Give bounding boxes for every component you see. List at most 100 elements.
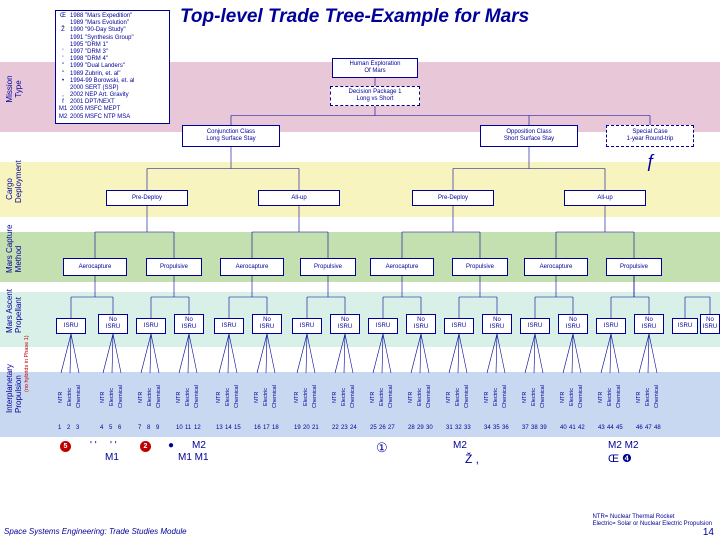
leaf-chemical: Chemical <box>502 373 509 421</box>
leaf-electric: Electric <box>263 373 270 421</box>
leaf-ntr: NTR <box>254 373 261 421</box>
page-title: Top-level Trade Tree-Example for Mars <box>180 6 529 28</box>
leaf-chemical: Chemical <box>194 373 201 421</box>
leaf-ntr: NTR <box>598 373 605 421</box>
leaf-chemical: Chemical <box>578 373 585 421</box>
leaf-chemical: Chemical <box>76 373 83 421</box>
leaf-electric: Electric <box>569 373 576 421</box>
leaf-electric: Electric <box>455 373 462 421</box>
leaf-ntr: NTR <box>216 373 223 421</box>
tree-node: Propulsive <box>606 258 662 276</box>
leaf-electric: Electric <box>417 373 424 421</box>
tree-node: No ISRU <box>98 314 128 334</box>
tree-node: ISRU <box>444 318 474 334</box>
leaf-ntr: NTR <box>370 373 377 421</box>
annotation-symbol: M2 <box>192 440 206 451</box>
leaf-electric: Electric <box>531 373 538 421</box>
tree-node: Aerocapture <box>220 258 284 276</box>
annotation-symbol: M1 <box>105 452 119 463</box>
tree-node: Conjunction Class Long Surface Stay <box>182 125 280 147</box>
leaf-chemical: Chemical <box>312 373 319 421</box>
hybrid-note: (no hybrids in Phase 1) <box>24 335 30 392</box>
leaf-chemical: Chemical <box>464 373 471 421</box>
leaf-electric: Electric <box>109 373 116 421</box>
annotation-symbol: Ž , <box>465 452 479 466</box>
leaf-ntr: NTR <box>100 373 107 421</box>
page-number: 14 <box>703 527 714 538</box>
tree-node: No ISRU <box>406 314 436 334</box>
tree-node: ISRU <box>368 318 398 334</box>
leaf-chemical: Chemical <box>118 373 125 421</box>
tree-node: Propulsive <box>300 258 356 276</box>
annotation-symbol: 5 <box>60 440 71 452</box>
leaf-ntr: NTR <box>446 373 453 421</box>
leaf-ntr: NTR <box>176 373 183 421</box>
leaf-electric: Electric <box>67 373 74 421</box>
leaf-electric: Electric <box>645 373 652 421</box>
tree-node: ISRU <box>520 318 550 334</box>
annotation-symbol: ' ' <box>90 440 97 451</box>
tree-node: Aerocapture <box>370 258 434 276</box>
leaf-electric: Electric <box>607 373 614 421</box>
footer-left: Space Systems Engineering: Trade Studies… <box>4 527 187 536</box>
leaf-electric: Electric <box>493 373 500 421</box>
annotation-symbol: ① <box>376 440 388 456</box>
tree-node: Human Exploration Of Mars <box>332 58 418 78</box>
leaf-ntr: NTR <box>522 373 529 421</box>
tree-node: ISRU <box>214 318 244 334</box>
tree-node: Aerocapture <box>63 258 127 276</box>
leaf-chemical: Chemical <box>156 373 163 421</box>
tree-node: All-up <box>564 190 646 206</box>
tree-node: Propulsive <box>146 258 202 276</box>
leaf-chemical: Chemical <box>654 373 661 421</box>
leaf-ntr: NTR <box>294 373 301 421</box>
leaf-electric: Electric <box>185 373 192 421</box>
leaf-ntr: NTR <box>484 373 491 421</box>
leaf-electric: Electric <box>147 373 154 421</box>
leaf-ntr: NTR <box>138 373 145 421</box>
leaf-chemical: Chemical <box>616 373 623 421</box>
leaf-ntr: NTR <box>58 373 65 421</box>
annotation-symbol: 2 <box>140 440 151 452</box>
leaf-chemical: Chemical <box>426 373 433 421</box>
leaf-electric: Electric <box>341 373 348 421</box>
tree-node: No ISRU <box>700 314 720 334</box>
tree-node: No ISRU <box>634 314 664 334</box>
leaf-chemical: Chemical <box>234 373 241 421</box>
annotation-symbol: ' ' <box>110 440 117 451</box>
leaf-ntr: NTR <box>636 373 643 421</box>
tree-node: No ISRU <box>330 314 360 334</box>
tree-node: All-up <box>258 190 340 206</box>
leaf-electric: Electric <box>379 373 386 421</box>
tree-node: ISRU <box>136 318 166 334</box>
annotation-symbol: Œ ❹ <box>608 452 632 465</box>
annotation-symbol: M1 M1 <box>178 452 209 463</box>
leaf-chemical: Chemical <box>388 373 395 421</box>
tree-node: No ISRU <box>252 314 282 334</box>
leaf-chemical: Chemical <box>272 373 279 421</box>
tree-node: Decision Package 1 Long vs Short <box>330 86 420 106</box>
tree-node: Propulsive <box>452 258 508 276</box>
leaf-chemical: Chemical <box>350 373 357 421</box>
tree-node: Pre-Deploy <box>412 190 494 206</box>
annotation-symbol: M2 <box>453 440 467 451</box>
tree-node: ISRU <box>56 318 86 334</box>
tree-node: No ISRU <box>482 314 512 334</box>
leaf-ntr: NTR <box>332 373 339 421</box>
leaf-electric: Electric <box>303 373 310 421</box>
leaf-electric: Electric <box>225 373 232 421</box>
legend-box: Œ1988 "Mars Expedition"1989 "Mars Evolut… <box>55 10 170 124</box>
tree-node: No ISRU <box>174 314 204 334</box>
tree-node: No ISRU <box>558 314 588 334</box>
tree-node: Opposition Class Short Surface Stay <box>480 125 578 147</box>
footer-right: NTR= Nuclear Thermal Rocket Electric= So… <box>592 514 712 528</box>
leaf-chemical: Chemical <box>540 373 547 421</box>
annotation-symbol: ● <box>168 440 174 451</box>
tree-node: Special Case 1-year Round-trip <box>606 125 694 147</box>
tree-node: ISRU <box>672 318 698 334</box>
tree-node: ISRU <box>596 318 626 334</box>
tree-node: Aerocapture <box>524 258 588 276</box>
annotation-symbol: M2 M2 <box>608 440 639 451</box>
tree-node: Pre-Deploy <box>106 190 188 206</box>
leaf-ntr: NTR <box>408 373 415 421</box>
